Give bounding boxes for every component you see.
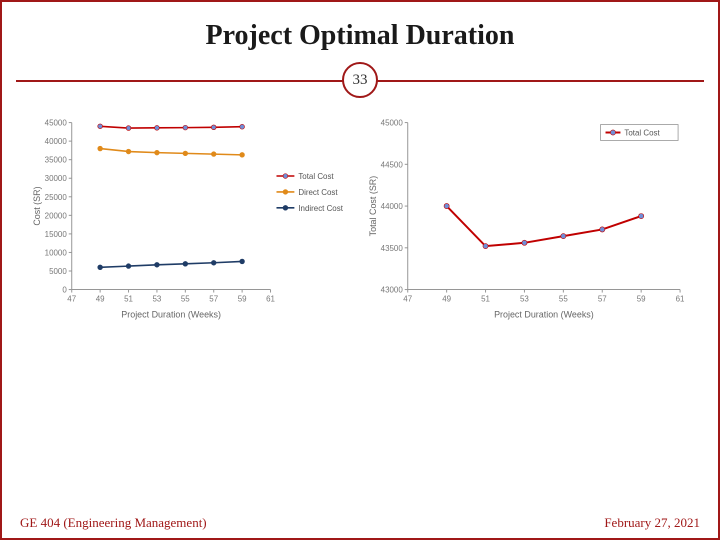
svg-text:40000: 40000 bbox=[45, 137, 68, 146]
chart-left-svg: 0 5000 10000 15000 20000 25000 30000 35000 40000… bbox=[28, 112, 356, 322]
svg-text:Project Duration (Weeks): Project Duration (Weeks) bbox=[121, 309, 221, 319]
svg-text:Indirect Cost: Indirect Cost bbox=[298, 204, 343, 213]
svg-text:5000: 5000 bbox=[49, 267, 67, 276]
svg-text:57: 57 bbox=[598, 294, 607, 303]
svg-text:51: 51 bbox=[481, 294, 490, 303]
svg-text:55: 55 bbox=[181, 294, 190, 303]
badge-row: 33 bbox=[2, 60, 718, 100]
svg-text:53: 53 bbox=[153, 294, 162, 303]
svg-text:43000: 43000 bbox=[381, 286, 404, 295]
svg-text:45000: 45000 bbox=[381, 119, 404, 128]
svg-text:Total Cost: Total Cost bbox=[624, 128, 660, 137]
svg-text:30000: 30000 bbox=[45, 174, 68, 183]
svg-text:61: 61 bbox=[676, 294, 685, 303]
svg-text:59: 59 bbox=[637, 294, 646, 303]
footer-right: February 27, 2021 bbox=[604, 515, 700, 531]
page-title: Project Optimal Duration bbox=[2, 20, 718, 52]
chart-left: 0 5000 10000 15000 20000 25000 30000 35000 40000… bbox=[28, 112, 356, 322]
svg-text:Project Duration (Weeks): Project Duration (Weeks) bbox=[494, 309, 594, 319]
svg-text:35000: 35000 bbox=[45, 156, 68, 165]
svg-text:0: 0 bbox=[62, 286, 67, 295]
svg-text:10000: 10000 bbox=[45, 248, 68, 257]
chart-right: 43000 43500 44000 44500 45000 47 49 51 53 55 57 59 6… bbox=[364, 112, 692, 322]
svg-text:25000: 25000 bbox=[45, 193, 68, 202]
svg-text:Cost (SR): Cost (SR) bbox=[32, 186, 42, 225]
svg-text:20000: 20000 bbox=[45, 211, 68, 220]
svg-text:59: 59 bbox=[238, 294, 247, 303]
svg-text:49: 49 bbox=[96, 294, 105, 303]
svg-text:Total Cost: Total Cost bbox=[298, 172, 334, 181]
svg-text:57: 57 bbox=[209, 294, 218, 303]
svg-text:47: 47 bbox=[67, 294, 76, 303]
svg-text:45000: 45000 bbox=[45, 119, 68, 128]
svg-text:Direct Cost: Direct Cost bbox=[298, 188, 338, 197]
slide-number-badge: 33 bbox=[342, 62, 378, 98]
svg-text:44000: 44000 bbox=[381, 202, 404, 211]
footer: GE 404 (Engineering Management) February… bbox=[2, 508, 718, 538]
footer-left: GE 404 (Engineering Management) bbox=[20, 515, 207, 531]
title-area: Project Optimal Duration bbox=[2, 2, 718, 52]
svg-text:53: 53 bbox=[520, 294, 529, 303]
svg-text:47: 47 bbox=[403, 294, 412, 303]
charts-container: 0 5000 10000 15000 20000 25000 30000 35000 40000… bbox=[2, 100, 718, 322]
svg-text:Total Cost (SR): Total Cost (SR) bbox=[368, 176, 378, 237]
svg-text:43500: 43500 bbox=[381, 244, 404, 253]
svg-text:15000: 15000 bbox=[45, 230, 68, 239]
svg-text:44500: 44500 bbox=[381, 160, 404, 169]
slide: Project Optimal Duration 33 0 5000 10000 15… bbox=[0, 0, 720, 540]
svg-text:49: 49 bbox=[442, 294, 451, 303]
chart-right-svg: 43000 43500 44000 44500 45000 47 49 51 53 55 57 59 6… bbox=[364, 112, 692, 322]
svg-text:55: 55 bbox=[559, 294, 568, 303]
svg-text:61: 61 bbox=[266, 294, 275, 303]
svg-text:51: 51 bbox=[124, 294, 133, 303]
